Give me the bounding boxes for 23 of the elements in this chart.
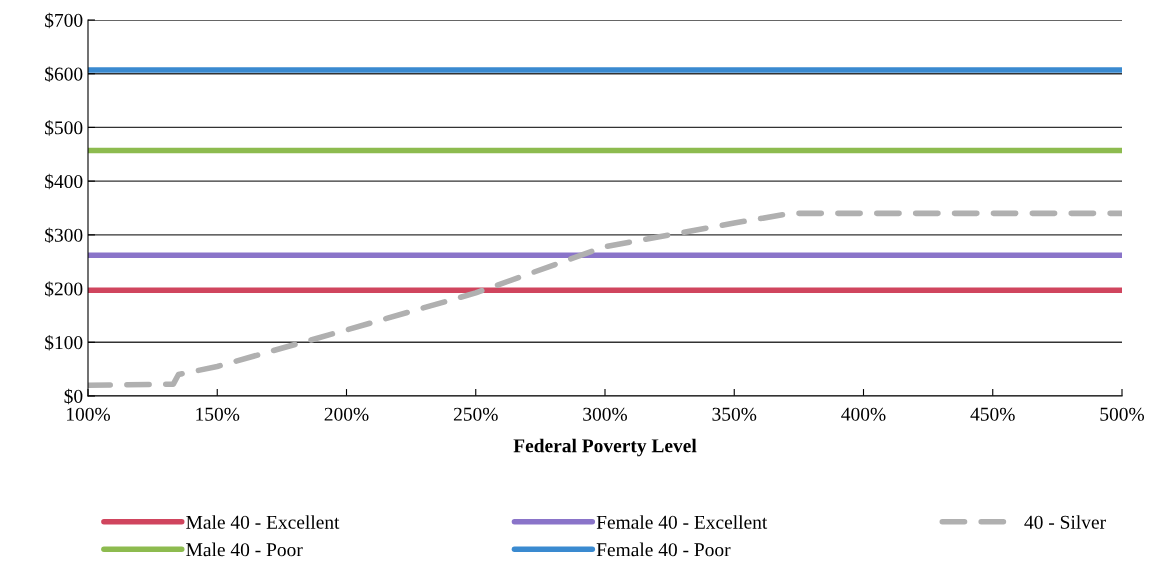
y-tick-label: $700 <box>45 12 83 29</box>
y-tick-label: $300 <box>45 227 83 244</box>
x-tick-label: 100% <box>67 407 111 421</box>
x-tick-label: 250% <box>453 407 498 421</box>
legend-label: Female 40 - Excellent <box>596 515 768 529</box>
legend-label: Male 40 - Poor <box>186 542 303 557</box>
y-tick-label: $0 <box>64 388 83 405</box>
x-tick-label: 150% <box>196 407 240 421</box>
x-tick-label: 350% <box>712 407 757 421</box>
x-tick-label: 450% <box>970 407 1015 421</box>
x-tick-label: 400% <box>841 407 886 421</box>
y-tick-label: $400 <box>45 173 83 190</box>
legend-label: 40 - Silver <box>1024 515 1106 529</box>
legend-label: Female 40 - Poor <box>596 542 731 557</box>
y-tick-label: $600 <box>45 66 83 82</box>
y-tick-label: $200 <box>45 281 83 297</box>
x-tick-label: 200% <box>324 407 369 421</box>
y-tick-label: $500 <box>45 120 83 136</box>
x-axis-title: Federal Poverty Level <box>513 438 697 457</box>
x-tick-label: 500% <box>1100 407 1145 421</box>
legend-label: Male 40 - Excellent <box>186 515 340 529</box>
x-tick-label: 300% <box>583 407 628 421</box>
y-tick-label: $100 <box>45 334 83 351</box>
